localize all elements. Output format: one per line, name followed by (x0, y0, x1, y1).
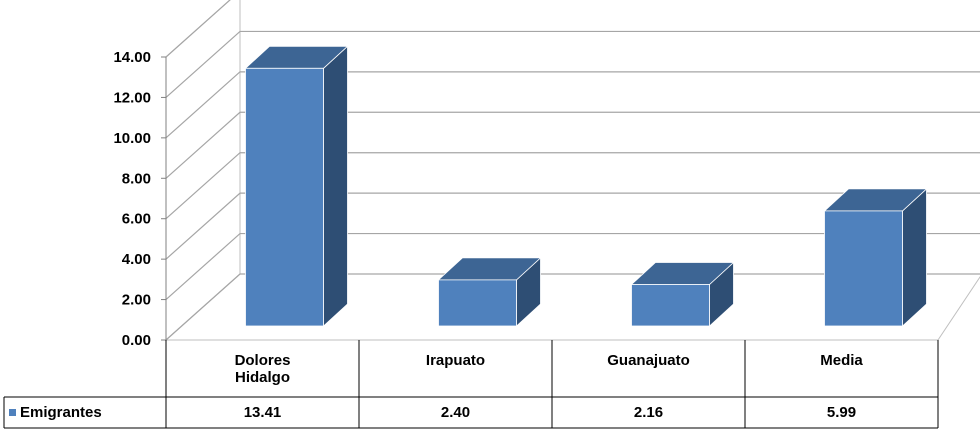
bars (244, 45, 928, 327)
bar (823, 187, 928, 327)
bar-front (824, 210, 903, 327)
y-tick-label: 2.00 (122, 292, 151, 309)
bar (244, 45, 349, 327)
y-tick-label: 10.00 (113, 130, 151, 147)
category-label: Dolores Hidalgo (234, 352, 291, 386)
bar-front (438, 279, 517, 327)
gridlines (161, 0, 980, 341)
y-tick-label: 4.00 (122, 251, 151, 268)
gridline (165, 0, 231, 58)
data-label: 2.16 (633, 404, 664, 421)
bar-side (902, 187, 927, 327)
y-tick-label: 6.00 (122, 211, 151, 228)
gridline (165, 30, 980, 98)
data-table-lines (3, 340, 939, 429)
category-label: Media (820, 352, 863, 369)
gridline (165, 232, 980, 301)
gridline (165, 192, 980, 260)
legend-entry: Emigrantes (4, 397, 166, 428)
bar (630, 261, 735, 327)
bar-side (323, 45, 348, 327)
data-label: 13.41 (243, 404, 282, 421)
y-tick-label: 8.00 (122, 170, 151, 187)
data-label: 2.40 (440, 404, 471, 421)
bar-front (631, 284, 710, 327)
gridline (165, 152, 980, 220)
bar (437, 256, 542, 327)
y-tick-label: 0.00 (122, 332, 151, 349)
chart-walls (164, 0, 980, 342)
y-tick-label: 12.00 (113, 89, 151, 106)
legend-label: Emigrantes (20, 404, 102, 421)
y-tick-label: 14.00 (113, 49, 151, 66)
y-axis-ticks: 0.00 2.00 4.00 6.00 8.00 10.00 12.00 14.00 (113, 49, 151, 349)
data-label: 5.99 (826, 404, 857, 421)
category-label: Irapuato (425, 352, 486, 369)
bar-front (245, 67, 324, 327)
legend-swatch (9, 409, 16, 416)
category-label: Guanajuato (607, 352, 690, 369)
gridline (165, 71, 980, 139)
gridline (165, 111, 980, 179)
